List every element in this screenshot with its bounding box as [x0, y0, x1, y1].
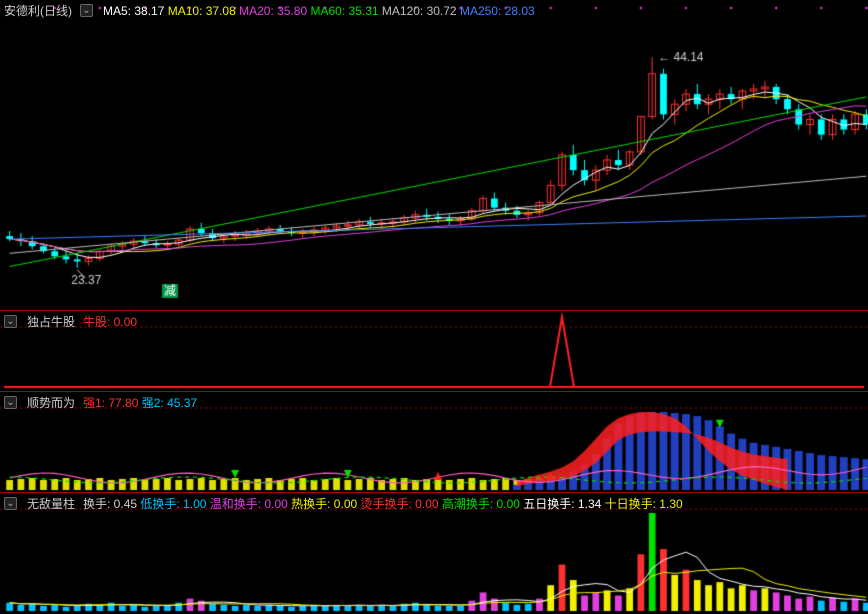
indicator-label: 十日换手: 1.30: [605, 497, 683, 511]
volume-header: ⌄ 无敌量柱 换手: 0.45 低换手: 1.00 温和换手: 0.00 热换手…: [4, 495, 683, 512]
bull-header: ⌄ 独占牛股 牛股: 0.00: [4, 313, 137, 330]
volume-labels: 换手: 0.45 低换手: 1.00 温和换手: 0.00 热换手: 0.00 …: [83, 495, 683, 512]
indicator-label: 低换手: 1.00: [140, 497, 206, 511]
bull-title: 独占牛股: [27, 313, 75, 330]
indicator-label: 烫手换手: 0.00: [361, 497, 439, 511]
expand-icon[interactable]: ⌄: [80, 4, 93, 17]
indicator-label: 牛股: 0.00: [83, 315, 137, 329]
bull-panel[interactable]: ⌄ 独占牛股 牛股: 0.00: [0, 311, 868, 392]
indicator-label: MA60: 35.31: [311, 4, 379, 18]
trend-labels: 强1: 77.80 强2: 45.37: [83, 394, 197, 411]
indicator-label: 高潮换手: 0.00: [442, 497, 520, 511]
indicator-label: 强1: 77.80: [83, 396, 138, 410]
indicator-label: MA5: 38.17: [103, 4, 164, 18]
trend-panel[interactable]: ⌄ 顺势而为 强1: 77.80 强2: 45.37: [0, 392, 868, 493]
trend-title: 顺势而为: [27, 394, 75, 411]
expand-icon[interactable]: ⌄: [4, 497, 17, 510]
indicator-label: MA250: 28.03: [460, 4, 535, 18]
ma-labels: MA5: 38.17 MA10: 37.08 MA20: 35.80 MA60:…: [103, 4, 535, 18]
indicator-label: 温和换手: 0.00: [210, 497, 288, 511]
expand-icon[interactable]: ⌄: [4, 396, 17, 409]
indicator-label: MA20: 35.80: [239, 4, 307, 18]
expand-icon[interactable]: ⌄: [4, 315, 17, 328]
main-header: 安德利(日线) ⌄ MA5: 38.17 MA10: 37.08 MA20: 3…: [4, 2, 535, 19]
volume-title: 无敌量柱: [27, 495, 75, 512]
indicator-label: MA120: 30.72: [382, 4, 457, 18]
trend-header: ⌄ 顺势而为 强1: 77.80 强2: 45.37: [4, 394, 197, 411]
indicator-label: 强2: 45.37: [142, 396, 197, 410]
indicator-label: 热换手: 0.00: [291, 497, 357, 511]
stock-title: 安德利(日线): [4, 2, 72, 19]
bull-labels: 牛股: 0.00: [83, 313, 137, 330]
candlestick-chart[interactable]: [0, 0, 868, 310]
candlestick-panel[interactable]: 安德利(日线) ⌄ MA5: 38.17 MA10: 37.08 MA20: 3…: [0, 0, 868, 311]
indicator-label: 换手: 0.45: [83, 497, 137, 511]
volume-panel[interactable]: ⌄ 无敌量柱 换手: 0.45 低换手: 1.00 温和换手: 0.00 热换手…: [0, 493, 868, 613]
indicator-label: 五日换手: 1.34: [523, 497, 601, 511]
indicator-label: MA10: 37.08: [168, 4, 236, 18]
